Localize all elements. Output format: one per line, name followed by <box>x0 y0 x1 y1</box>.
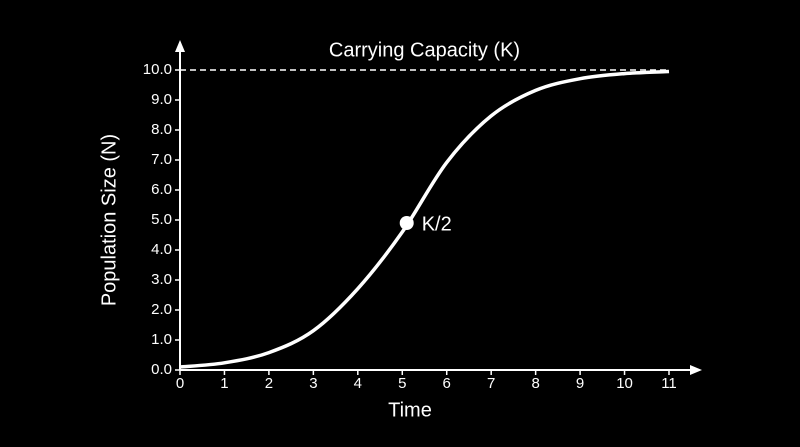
midpoint-dot <box>399 216 414 230</box>
y-tick-label: 4.0 <box>151 241 172 258</box>
x-tick-label: 11 <box>661 375 677 392</box>
x-tick-label: 4 <box>354 375 362 392</box>
y-tick-label: 5.0 <box>151 211 172 228</box>
y-tick-label: 6.0 <box>151 181 172 198</box>
x-tick-label: 2 <box>265 375 273 392</box>
x-tick-label: 10 <box>616 375 633 392</box>
y-tick-label: 3.0 <box>151 271 172 288</box>
x-tick-label: 7 <box>487 375 495 392</box>
y-tick-label: 8.0 <box>151 121 172 138</box>
x-tick-label: 6 <box>443 375 451 392</box>
x-axis-arrow <box>690 365 702 375</box>
y-tick-label: 0.0 <box>151 361 172 378</box>
x-tick-label: 5 <box>398 375 406 392</box>
curve <box>179 69 670 369</box>
x-tick-label: 3 <box>309 375 317 392</box>
x-tick-label: 8 <box>531 375 539 392</box>
midpoint-label: K/2 <box>422 213 452 235</box>
x-tick-label: 1 <box>220 375 228 392</box>
x-tick-label: 9 <box>576 375 584 392</box>
y-tick-label: 9.0 <box>151 91 172 108</box>
x-axis-label: Time <box>388 399 432 421</box>
y-axis-arrow <box>175 40 185 52</box>
y-tick-label: 10.0 <box>143 61 172 78</box>
y-tick-label: 2.0 <box>151 301 172 318</box>
y-tick-label: 1.0 <box>151 331 172 348</box>
y-axis-label: Population Size (N) <box>98 134 120 306</box>
capacity-label: Carrying Capacity (K) <box>329 39 520 61</box>
x-tick-label: 0 <box>176 375 184 392</box>
y-tick-label: 7.0 <box>151 151 172 168</box>
